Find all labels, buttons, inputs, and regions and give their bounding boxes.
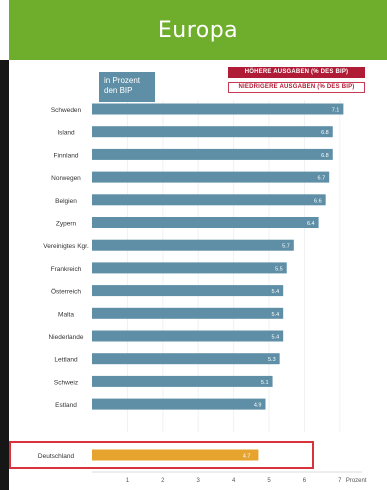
bar-chart: Schweden 7.1 Island 6.8 Finnland 6.8 Norwegen 6… xyxy=(38,100,367,484)
value-label: 6.6 xyxy=(314,198,322,204)
category-label: Schweiz xyxy=(54,379,78,386)
value-label: 5.7 xyxy=(282,244,290,250)
value-label: 5.3 xyxy=(268,357,276,363)
unit-label: in Prozent den BIP xyxy=(99,72,155,102)
bar xyxy=(92,330,284,342)
bar xyxy=(92,239,294,251)
category-label: Niederlande xyxy=(48,334,83,341)
value-label: 7.1 xyxy=(332,108,340,114)
category-label: Lettland xyxy=(54,357,78,364)
category-label: Vereinigtes Kgr. xyxy=(43,243,89,250)
header-banner: Europa xyxy=(9,0,387,60)
x-tick-label: 3 xyxy=(197,478,201,484)
category-label: Schweden xyxy=(51,107,82,114)
category-label: Estland xyxy=(55,402,77,409)
value-label: 4.9 xyxy=(254,403,262,409)
value-label: 5.4 xyxy=(272,312,280,318)
category-label: Frankreich xyxy=(51,266,82,273)
category-label: Belgien xyxy=(55,198,77,205)
bar xyxy=(92,398,266,410)
value-label: 6.7 xyxy=(318,176,326,182)
value-label: 5.5 xyxy=(275,266,283,272)
bar xyxy=(92,353,280,365)
highlight-frame-germany xyxy=(9,441,314,469)
legend-lower-spending: NIEDRIGERE AUSGABEN (% DES BIP) xyxy=(228,82,365,93)
bar-highlight xyxy=(92,449,259,461)
category-label: Norwegen xyxy=(51,175,81,182)
x-tick-label: 6 xyxy=(303,478,307,484)
bar xyxy=(92,375,273,387)
header-title: Europa xyxy=(157,17,239,43)
x-axis-unit: Prozent xyxy=(346,478,367,484)
chart-area: Schweden 7.1 Island 6.8 Finnland 6.8 Norwegen 6… xyxy=(9,60,387,490)
x-tick-label: 1 xyxy=(126,478,130,484)
x-tick-label: 5 xyxy=(267,478,271,484)
legend-higher-spending: HÖHERE AUSGABEN (% DES BIP) xyxy=(228,67,365,78)
bar xyxy=(92,194,326,206)
value-label-highlight: 4.7 xyxy=(243,454,251,460)
bar xyxy=(92,217,319,228)
value-label: 5.1 xyxy=(261,380,269,386)
left-edge-strip xyxy=(0,60,9,490)
category-label: Island xyxy=(57,130,75,137)
bar xyxy=(92,126,333,138)
category-label: Österreich xyxy=(51,288,81,296)
value-label: 5.4 xyxy=(272,335,280,341)
x-tick-label: 4 xyxy=(232,478,236,484)
value-label: 5.4 xyxy=(272,289,280,295)
bar xyxy=(92,148,333,160)
x-tick-label: 2 xyxy=(161,478,165,484)
bar xyxy=(92,171,330,183)
x-tick-label: 7 xyxy=(338,478,342,484)
category-label: Zypern xyxy=(56,221,77,228)
value-label: 6.8 xyxy=(321,130,329,136)
category-label-highlight: Deutschland xyxy=(38,453,75,460)
value-label: 6.4 xyxy=(307,221,315,227)
bar xyxy=(92,285,284,297)
bar xyxy=(92,103,344,115)
bar xyxy=(92,262,287,274)
value-label: 6.8 xyxy=(321,153,329,159)
bar xyxy=(92,307,284,319)
category-label: Finnland xyxy=(54,152,79,159)
category-label: Malta xyxy=(58,311,74,318)
